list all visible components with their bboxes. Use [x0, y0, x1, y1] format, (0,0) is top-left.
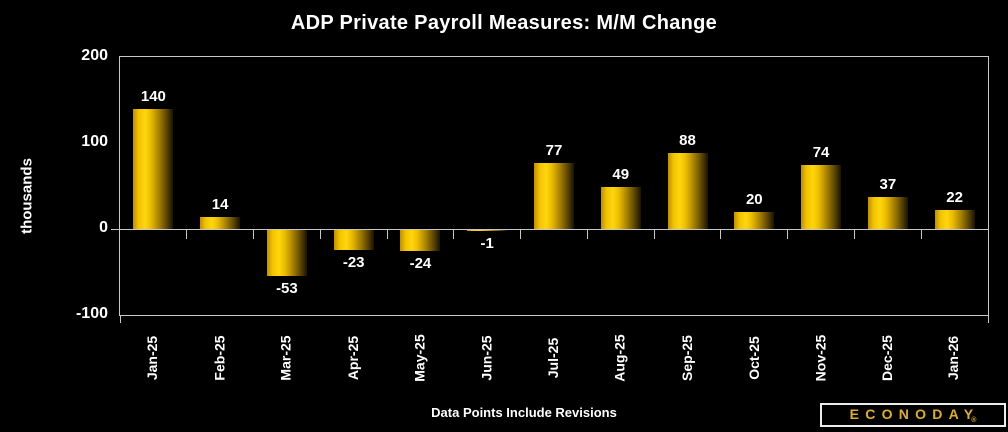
- x-tick-label: Oct-25: [720, 322, 787, 394]
- bar-value-label: 14: [211, 195, 229, 213]
- x-tick-label-text: Mar-25: [277, 335, 294, 381]
- x-tick-label: Nov-25: [787, 322, 854, 394]
- econoday-logo-text: ECONODAY: [849, 407, 979, 423]
- x-tick-label: Feb-25: [186, 322, 253, 394]
- category-tick: [920, 229, 922, 239]
- bar-Oct-25: [734, 211, 775, 229]
- x-tick-label: Sep-25: [653, 322, 720, 394]
- x-tick-label-text: Jan-25: [144, 335, 161, 381]
- bar-Jan-26: [934, 210, 975, 229]
- x-tick-label-text: Apr-25: [344, 335, 361, 381]
- category-tick: [319, 229, 321, 239]
- bar-Sep-25: [667, 153, 708, 229]
- x-tick-label-text: Jun-25: [478, 335, 495, 381]
- bar-value-label: 74: [812, 144, 830, 162]
- y-tick-label: 100: [81, 133, 108, 150]
- x-tick-label-text: Nov-25: [812, 334, 829, 382]
- category-tick: [186, 229, 188, 239]
- axis-end-tick: [987, 315, 989, 323]
- econoday-logo: ECONODAY ®: [820, 403, 1006, 427]
- zero-axis-line: [120, 228, 988, 230]
- category-tick: [653, 229, 655, 239]
- x-tick-label: Jun-25: [453, 322, 520, 394]
- x-tick-label-text: May-25: [411, 334, 428, 382]
- bar-value-label: 37: [879, 176, 897, 194]
- axis-end-tick: [119, 315, 121, 323]
- bar-value-label: -1: [480, 235, 494, 252]
- category-tick: [520, 229, 522, 239]
- x-tick-label-text: Aug-25: [611, 334, 628, 382]
- x-tick-label-text: Jan-26: [945, 335, 962, 381]
- bar-Jan-25: [133, 108, 174, 229]
- bar-May-25: [400, 230, 441, 251]
- bar-value-label: 88: [679, 132, 696, 150]
- bar-Apr-25: [333, 230, 374, 250]
- footer-note: Data Points Include Revisions: [431, 405, 617, 420]
- bar-Mar-25: [266, 230, 307, 276]
- x-tick-label-text: Dec-25: [878, 335, 895, 381]
- bar-Aug-25: [600, 186, 641, 229]
- x-tick-label: Aug-25: [586, 322, 653, 394]
- category-tick: [453, 229, 455, 239]
- bar-Dec-25: [867, 197, 908, 229]
- x-tick-label: Jan-25: [119, 322, 186, 394]
- category-tick: [853, 229, 855, 239]
- category-tick: [386, 229, 388, 239]
- bar-value-label: 49: [612, 165, 630, 183]
- y-tick-label: -100: [75, 305, 108, 322]
- category-tick: [787, 229, 789, 239]
- category-tick: [720, 229, 722, 239]
- x-tick-label: Jan-26: [920, 322, 987, 394]
- bar-value-label: 22: [946, 189, 963, 207]
- x-tick-label-text: Jul-25: [544, 337, 561, 379]
- bar-value-label: 140: [140, 87, 166, 105]
- category-tick: [586, 229, 588, 239]
- bar-value-label: 77: [545, 141, 563, 159]
- bar-value-label: -24: [409, 254, 432, 272]
- bar-Feb-25: [200, 216, 241, 229]
- x-tick-label-text: Feb-25: [211, 335, 228, 381]
- x-tick-label-text: Sep-25: [678, 335, 695, 381]
- zero-axis-outer-tick: [111, 228, 120, 230]
- bar-value-label: -23: [342, 253, 365, 271]
- x-tick-label: Dec-25: [853, 322, 920, 394]
- y-tick-label: 0: [99, 219, 108, 236]
- bar-Jun-25: [467, 230, 508, 231]
- plot-area: 140 14 -53 -23 -24 -1 77 49 88 20 74 37 22: [111, 56, 989, 323]
- x-tick-label: Mar-25: [253, 322, 320, 394]
- x-tick-label-text: Oct-25: [745, 336, 762, 380]
- y-tick-label: 200: [81, 47, 108, 64]
- chart-title: ADP Private Payroll Measures: M/M Change: [290, 12, 718, 34]
- x-tick-label: Jul-25: [520, 322, 587, 394]
- bar-value-label: -53: [276, 279, 298, 297]
- bar-Nov-25: [801, 165, 842, 229]
- registered-trademark-icon: ®: [971, 417, 977, 424]
- bar-value-label: 20: [745, 190, 763, 208]
- x-tick-label: Apr-25: [319, 322, 386, 394]
- category-tick: [253, 229, 255, 239]
- x-tick-label: May-25: [386, 322, 453, 394]
- bar-Jul-25: [534, 162, 574, 229]
